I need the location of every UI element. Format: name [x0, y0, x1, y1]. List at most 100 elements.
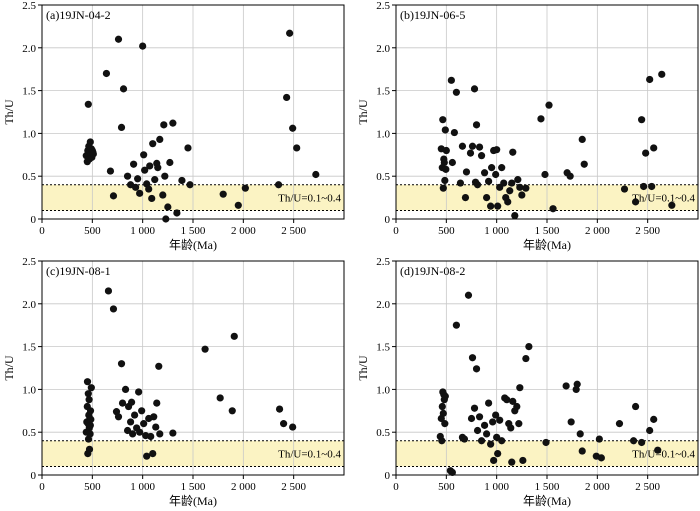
data-point: [507, 424, 515, 432]
chart-panel-2: 0 500 1 000 1 500 2 000 2 500 0 0.5 1.0 1.5 2.0 2.5…: [2, 256, 345, 508]
data-point: [472, 365, 481, 373]
data-point: [640, 182, 648, 191]
data-point: [104, 287, 113, 295]
band-label: Th/U=0.1~0.4: [632, 449, 695, 461]
data-point: [461, 194, 470, 202]
data-point: [460, 435, 469, 443]
data-point: [668, 201, 676, 209]
x-tick-label: 0: [393, 481, 399, 493]
data-point: [492, 170, 500, 179]
x-tick-label: 500: [84, 225, 101, 237]
data-point: [483, 194, 491, 202]
y-tick-label: 1.0: [22, 384, 36, 396]
data-point: [511, 211, 519, 220]
data-point: [154, 164, 162, 172]
data-point: [658, 70, 666, 78]
data-point: [456, 179, 465, 187]
data-point: [487, 202, 495, 210]
data-point: [283, 93, 291, 102]
data-point: [441, 420, 449, 428]
data-point: [522, 184, 530, 192]
data-point: [576, 430, 584, 438]
data-point: [156, 135, 164, 143]
x-tick-label: 2 000: [231, 225, 256, 237]
data-point: [153, 399, 161, 407]
data-point: [274, 181, 283, 189]
x-tick-label: 1 000: [130, 481, 155, 493]
data-point: [84, 100, 92, 108]
data-point: [488, 164, 496, 172]
data-point: [470, 85, 479, 93]
data-point: [442, 146, 450, 155]
data-point: [508, 179, 516, 187]
data-point: [86, 138, 94, 146]
data-point: [580, 160, 588, 168]
x-axis-label: 年龄(Ma): [523, 494, 571, 508]
data-point: [452, 88, 460, 96]
data-point: [216, 394, 224, 402]
data-point: [289, 124, 297, 132]
data-point: [447, 76, 455, 84]
data-point: [228, 407, 236, 415]
y-tick-label: 1.5: [376, 86, 390, 98]
data-point: [545, 101, 553, 109]
data-point: [159, 191, 167, 199]
data-point: [475, 143, 484, 151]
data-point: [121, 385, 130, 393]
data-point: [86, 421, 94, 429]
data-point: [504, 198, 512, 206]
data-point: [475, 413, 484, 421]
data-point: [513, 402, 521, 411]
x-tick-label: 1 500: [181, 481, 206, 493]
data-point: [654, 446, 662, 454]
data-point: [514, 176, 522, 184]
data-point: [597, 454, 605, 462]
data-point: [219, 190, 227, 198]
data-point: [106, 167, 115, 175]
y-axis-label: Th/U: [2, 99, 16, 125]
y-tick-label: 0.5: [22, 427, 36, 439]
y-axis-label: Th/U: [356, 355, 370, 381]
data-point: [452, 321, 460, 329]
data-point: [542, 438, 550, 447]
data-point: [151, 176, 159, 184]
data-point: [164, 203, 172, 211]
y-tick-label: 2.0: [22, 299, 36, 311]
x-axis-label: 年龄(Ma): [523, 238, 571, 252]
data-point: [493, 433, 501, 441]
data-point: [86, 430, 94, 438]
y-tick-label: 0: [31, 470, 37, 482]
data-point: [466, 149, 475, 157]
data-point: [567, 418, 575, 426]
data-point: [293, 144, 301, 152]
y-tick-label: 2.5: [376, 256, 390, 268]
y-tick-label: 2.0: [376, 299, 390, 311]
data-point: [578, 135, 586, 143]
panel-title: (a)19JN-04-2: [46, 8, 111, 22]
x-tick-label: 2 500: [281, 481, 306, 493]
data-point: [541, 170, 549, 179]
x-tick-label: 500: [84, 481, 101, 493]
data-point: [85, 396, 93, 404]
data-point: [155, 362, 163, 370]
data-point: [506, 187, 514, 195]
data-point: [138, 407, 146, 415]
data-point: [638, 438, 646, 447]
x-tick-label: 0: [393, 225, 399, 237]
panel-title: (c)19JN-08-1: [46, 264, 111, 278]
data-point: [131, 411, 139, 419]
data-point: [566, 172, 574, 180]
chart-panel-1: 0 500 1 000 1 500 2 000 2 500 0 0.5 1.0 1.5 2.0 2.5…: [356, 0, 699, 252]
data-point: [186, 181, 194, 189]
data-point: [642, 149, 650, 157]
data-point: [493, 146, 501, 154]
data-point: [516, 384, 524, 392]
data-point: [134, 175, 142, 183]
y-tick-label: 1.5: [376, 342, 390, 354]
data-point: [169, 429, 177, 437]
data-point: [118, 399, 127, 407]
data-point: [201, 345, 209, 353]
data-point: [286, 29, 294, 37]
data-point: [85, 445, 94, 453]
